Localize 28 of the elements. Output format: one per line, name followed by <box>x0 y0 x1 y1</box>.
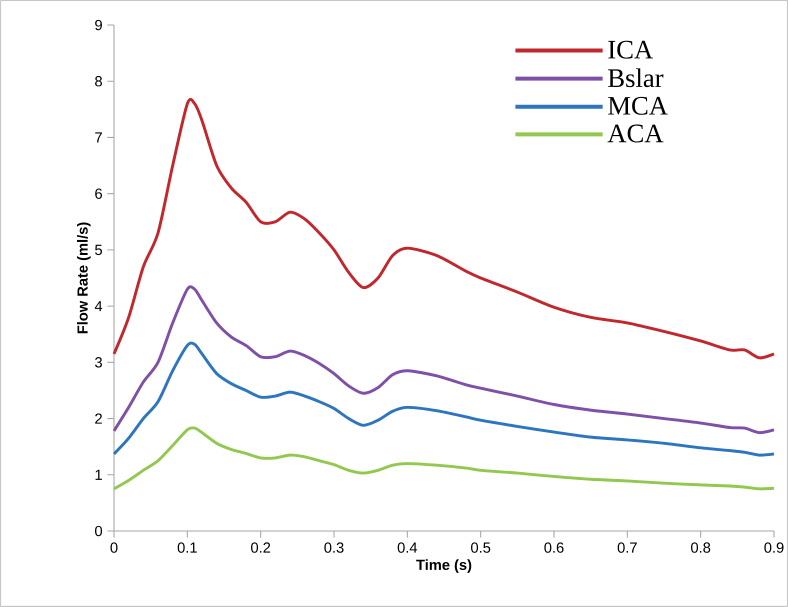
x-tick-label: 0.4 <box>398 542 418 553</box>
x-tick-label: 0.5 <box>471 542 490 553</box>
x-tick-label: 0.9 <box>764 542 784 553</box>
legend-label: ACA <box>608 124 664 142</box>
y-tick-label: 8 <box>95 76 102 86</box>
legend-label: ICA <box>608 40 654 59</box>
legend-label: Bslar <box>608 68 664 88</box>
y-tick-label: 1 <box>96 470 102 480</box>
x-tick-label: 0.6 <box>544 542 564 553</box>
y-tick-label: 2 <box>95 413 102 424</box>
y-tick-label: 7 <box>95 132 102 142</box>
y-tick-label: 4 <box>94 301 102 312</box>
y-tick-label: 9 <box>95 20 102 30</box>
legend-label: MCA <box>608 96 668 115</box>
x-tick-label: 0.1 <box>178 542 197 553</box>
line-series <box>112 426 776 490</box>
x-tick-label: 0.2 <box>251 542 270 553</box>
line-series <box>112 342 776 457</box>
y-tick-label: 6 <box>95 188 102 199</box>
y-axis-title: Flow Rate (ml/s) <box>76 222 91 334</box>
x-tick-label: 0 <box>110 542 118 553</box>
y-tick-label: 0 <box>95 526 102 536</box>
x-tick-label: 0.7 <box>618 542 637 553</box>
y-tick-label: 5 <box>95 244 102 256</box>
y-tick-label: 3 <box>95 357 102 368</box>
x-tick-label: 0.8 <box>691 542 710 553</box>
x-axis-title: Time (s) <box>416 559 472 573</box>
x-tick-label: 0.3 <box>324 542 344 553</box>
